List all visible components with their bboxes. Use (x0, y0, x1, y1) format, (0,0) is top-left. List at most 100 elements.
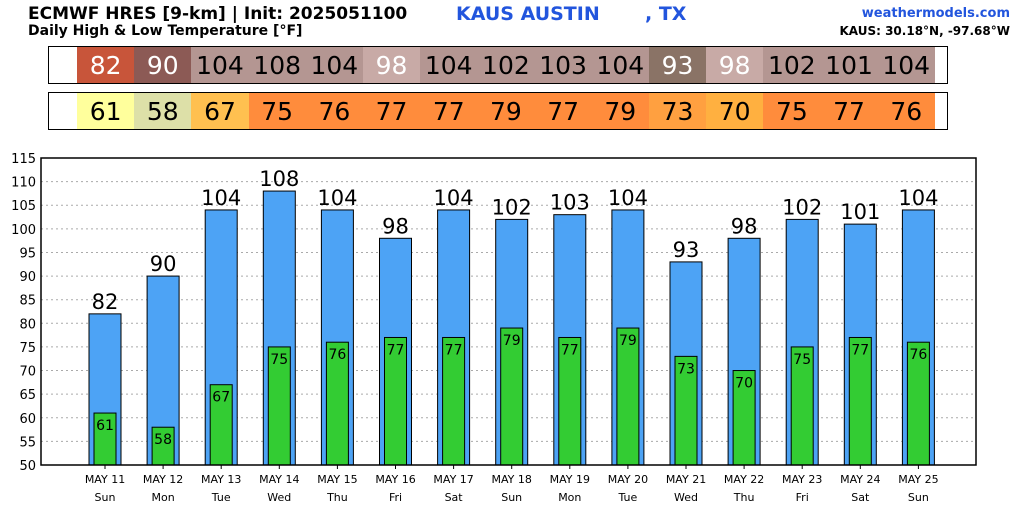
low-temp-label: 76 (328, 347, 346, 363)
high-temp-label: 104 (317, 186, 357, 210)
plot-frame (40, 157, 977, 466)
low-temp-strip-cell: 58 (134, 93, 192, 129)
y-tick-label: 50 (19, 459, 36, 474)
high-temp-label: 103 (550, 191, 590, 215)
low-temp-label: 76 (909, 347, 927, 363)
date-label: MAY 20 (608, 473, 648, 486)
low-temp-label: 79 (503, 333, 521, 349)
y-tick-label: 75 (19, 341, 36, 356)
low-temp-label: 79 (619, 333, 637, 349)
low-temp-label: 77 (561, 342, 579, 358)
low-temp-strip: 61 58 67 75 76 77 77 79 77 79 73 70 75 77 76 (48, 92, 948, 130)
low-temp-strip-cell: 77 (534, 93, 592, 129)
high-temp-strip-pad (49, 47, 77, 83)
date-label: MAY 12 (143, 473, 183, 486)
y-tick-label: 100 (11, 223, 36, 238)
y-tick-label: 110 (11, 176, 36, 191)
low-temp-label: 75 (270, 352, 288, 368)
day-label: Fri (389, 491, 402, 504)
low-temp-strip-cell: 77 (820, 93, 878, 129)
high-temp-label: 108 (259, 167, 299, 191)
y-tick-label: 65 (19, 388, 36, 403)
date-label: MAY 24 (840, 473, 880, 486)
low-temp-strip-cell: 67 (191, 93, 249, 129)
high-temp-label: 102 (492, 195, 532, 219)
high-temp-label: 101 (840, 200, 880, 224)
low-temp-strip-cell: 76 (877, 93, 935, 129)
high-temp-label: 102 (782, 195, 822, 219)
low-temp-strip-cell: 76 (305, 93, 363, 129)
low-temp-label: 58 (154, 432, 172, 448)
high-temp-strip-cell: 104 (877, 47, 935, 83)
day-label: Wed (674, 491, 698, 504)
high-temp-strip-cell: 104 (305, 47, 363, 83)
low-temp-strip-cell: 77 (420, 93, 478, 129)
site-link[interactable]: weathermodels.com (861, 6, 1010, 21)
low-temp-strip-cell: 75 (763, 93, 821, 129)
date-label: MAY 21 (666, 473, 706, 486)
date-label: MAY 16 (375, 473, 415, 486)
day-label: Wed (267, 491, 291, 504)
low-temp-strip-cell: 75 (248, 93, 306, 129)
day-label: Sun (908, 491, 929, 504)
low-temp-strip-cell: 70 (706, 93, 764, 129)
day-label: Tue (211, 491, 231, 504)
date-label: MAY 25 (898, 473, 938, 486)
high-temp-label: 93 (673, 238, 700, 262)
station-name: KAUS AUSTIN (456, 3, 600, 25)
date-label: MAY 14 (259, 473, 299, 486)
date-label: MAY 13 (201, 473, 241, 486)
day-label: Sat (445, 491, 464, 504)
high-temp-strip-cell: 108 (248, 47, 306, 83)
date-label: MAY 18 (492, 473, 532, 486)
y-tick-label: 85 (19, 294, 36, 309)
chart-subtitle: Daily High & Low Temperature [°F] (28, 23, 303, 39)
y-tick-label: 95 (19, 246, 36, 261)
date-label: MAY 23 (782, 473, 822, 486)
high-temp-label: 104 (201, 186, 241, 210)
low-temp-label: 61 (96, 418, 114, 434)
date-label: MAY 17 (433, 473, 473, 486)
day-label: Sun (95, 491, 116, 504)
low-temp-strip-pad (49, 93, 77, 129)
high-temp-strip-cell: 102 (763, 47, 821, 83)
y-tick-label: 70 (19, 365, 36, 380)
chart-title: ECMWF HRES [9-km] | Init: 2025051100 (28, 4, 408, 24)
day-label: Sun (501, 491, 522, 504)
low-temp-strip-cell: 79 (477, 93, 535, 129)
low-temp-label: 70 (735, 376, 753, 392)
high-temp-label: 104 (434, 186, 474, 210)
day-label: Mon (558, 491, 581, 504)
low-temp-strip-cell: 79 (591, 93, 649, 129)
high-temp-strip-cell: 104 (591, 47, 649, 83)
day-label: Mon (151, 491, 174, 504)
y-tick-label: 105 (11, 199, 36, 214)
temperature-bar-chart: 50 55 60 65 70 75 80 85 90 95 100 105 110 115 82 61 MAY … (11, 152, 977, 504)
low-temp-label: 77 (445, 342, 463, 358)
station-coords: KAUS: 30.18°N, -97.68°W (839, 24, 1011, 38)
date-label: MAY 22 (724, 473, 764, 486)
day-label: Thu (326, 491, 348, 504)
low-temp-label: 73 (677, 361, 695, 377)
date-label: MAY 15 (317, 473, 357, 486)
date-label: MAY 19 (550, 473, 590, 486)
day-label: Fri (796, 491, 809, 504)
day-label: Tue (618, 491, 638, 504)
day-label: Sat (851, 491, 870, 504)
y-tick-label: 60 (19, 412, 36, 427)
date-label: MAY 11 (85, 473, 125, 486)
high-temp-label: 82 (92, 290, 119, 314)
y-tick-label: 115 (11, 152, 36, 167)
high-temp-label: 98 (382, 214, 409, 238)
high-temp-strip-cell: 98 (362, 47, 421, 83)
high-temp-strip-cell: 101 (820, 47, 878, 83)
high-temp-strip-cell: 98 (706, 47, 764, 83)
high-temp-label: 104 (898, 186, 938, 210)
day-label: Thu (733, 491, 755, 504)
y-tick-label: 80 (19, 317, 36, 332)
low-temp-label: 67 (212, 390, 230, 406)
low-temp-label: 77 (387, 342, 405, 358)
y-tick-label: 55 (19, 435, 36, 450)
high-temp-strip-cell: 90 (134, 47, 192, 83)
low-temp-strip-cell: 77 (362, 93, 421, 129)
